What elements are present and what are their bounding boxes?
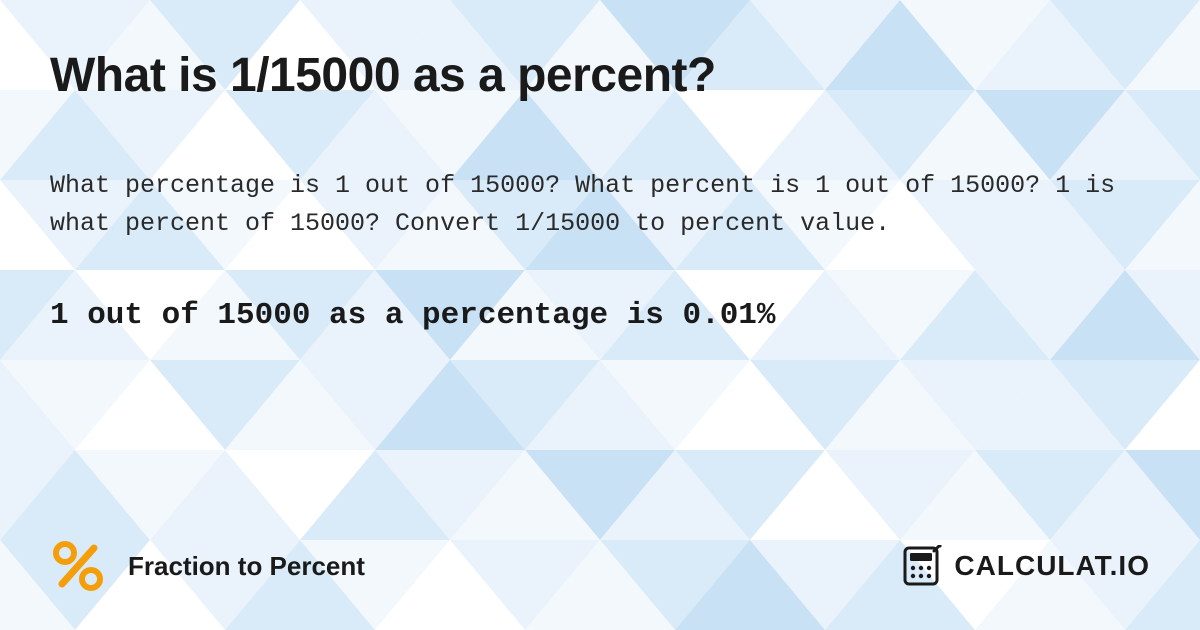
brand-name: CALCULAT.IO xyxy=(954,550,1150,582)
footer: Fraction to Percent CALCULAT.IO xyxy=(0,520,1200,630)
footer-left: Fraction to Percent xyxy=(50,538,365,594)
percent-icon xyxy=(50,538,106,594)
question-description: What percentage is 1 out of 15000? What … xyxy=(50,167,1150,242)
footer-category-label: Fraction to Percent xyxy=(128,551,365,582)
main-content: What is 1/15000 as a percent? What perce… xyxy=(0,0,1200,630)
answer-text: 1 out of 15000 as a percentage is 0.01% xyxy=(50,298,1150,333)
page-title: What is 1/15000 as a percent? xyxy=(50,48,1150,103)
calculator-icon xyxy=(900,545,942,587)
brand: CALCULAT.IO xyxy=(900,545,1150,587)
